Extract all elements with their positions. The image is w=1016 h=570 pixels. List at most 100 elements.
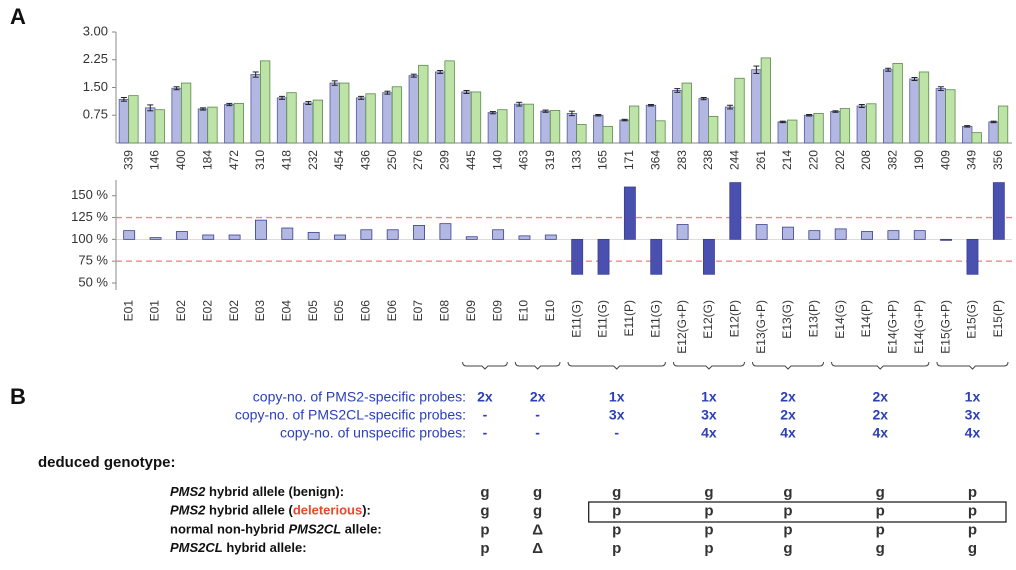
label-part: PMS2CL <box>170 541 223 556</box>
y-tick-label: 3.00 <box>83 23 108 38</box>
bar <box>866 103 877 144</box>
x-tick-label: E14(P) <box>859 300 873 337</box>
error-bar <box>727 104 734 110</box>
x-tick-label: E14(G) <box>833 300 847 339</box>
copy-number: 4x <box>780 425 796 441</box>
y-tick-label: 50 % <box>78 274 108 289</box>
label-part: hybrid allele (benign): <box>205 484 344 499</box>
bar <box>708 115 719 144</box>
error-bar <box>410 73 417 78</box>
error-bar <box>911 77 918 81</box>
y-tick-label: 125 % <box>71 209 108 224</box>
x-tick-label: E09 <box>490 300 504 322</box>
x-tick-label: 299 <box>438 150 452 170</box>
x-tick-label: 445 <box>464 150 478 170</box>
x-tick-label: 220 <box>807 150 821 170</box>
bar <box>861 231 873 240</box>
error-bar <box>806 114 813 117</box>
x-tick-label: 208 <box>859 150 873 170</box>
x-tick-label: E11(G) <box>569 300 583 338</box>
error-bar <box>674 88 681 93</box>
genotype-symbol: p <box>876 503 885 520</box>
label-part: allele: <box>341 522 381 537</box>
genotype-symbol: g <box>480 503 489 520</box>
bar <box>329 82 340 144</box>
copy-number: 4x <box>872 425 888 441</box>
bar <box>224 104 235 144</box>
x-tick-label: E04 <box>279 300 293 322</box>
x-tick-label: 436 <box>359 150 373 170</box>
genotype-label: PMS2 hybrid allele (benign): <box>170 484 344 499</box>
bar <box>777 121 788 144</box>
bar <box>260 60 271 144</box>
bar <box>966 238 979 275</box>
label-part: ): <box>362 503 371 518</box>
x-tick-label: E12(P) <box>727 300 741 337</box>
bar <box>355 97 367 144</box>
genotype-label: PMS2 hybrid allele (deleterious): <box>170 503 371 518</box>
bar <box>808 230 821 240</box>
bar <box>307 231 320 240</box>
copy-number: - <box>535 407 540 423</box>
genotype-symbol: p <box>612 503 621 520</box>
error-bar <box>358 95 365 100</box>
x-tick-label: E13(G+P) <box>754 300 768 354</box>
bar <box>619 119 630 144</box>
x-tick-label: E12(G+P) <box>675 300 689 354</box>
bar <box>281 227 294 240</box>
x-tick-label: E05 <box>332 300 346 322</box>
bar <box>276 97 288 144</box>
bar <box>602 125 613 144</box>
bar <box>514 103 525 144</box>
error-bar <box>489 111 496 115</box>
bar <box>909 78 920 144</box>
x-tick-label: 418 <box>279 150 293 170</box>
bar <box>992 182 1005 240</box>
error-bar <box>120 96 127 102</box>
bar <box>782 226 794 240</box>
label-part: hybrid allele: <box>223 541 307 556</box>
bar <box>918 71 930 144</box>
x-tick-label: E13(G) <box>780 300 794 339</box>
bar <box>461 91 472 144</box>
genotype-symbol: g <box>480 484 489 501</box>
genotype-symbol: Δ <box>532 521 543 538</box>
copy-number: 4x <box>965 425 981 441</box>
x-tick-label: 283 <box>675 150 689 170</box>
bar <box>672 90 683 144</box>
bar <box>830 111 841 144</box>
bar <box>988 121 999 144</box>
y-tick-label: 150 % <box>71 187 108 202</box>
bar <box>593 114 604 144</box>
bar <box>892 63 903 144</box>
genotype-symbol: p <box>968 521 977 538</box>
group-bracket <box>751 361 825 370</box>
bar <box>676 224 689 240</box>
error-bar <box>885 67 892 72</box>
bar <box>882 69 894 144</box>
bar <box>650 238 663 275</box>
bar <box>755 224 768 240</box>
bar <box>787 119 798 144</box>
bar <box>698 98 709 144</box>
x-tick-label: E07 <box>411 300 425 322</box>
label-part: PMS2CL <box>288 522 341 537</box>
y-tick-label: 0.75 <box>83 107 108 122</box>
bar <box>175 231 188 240</box>
bar <box>523 103 534 144</box>
bar <box>492 229 505 240</box>
genotype-symbol: p <box>612 521 621 538</box>
x-tick-label: E14(G+P) <box>912 300 926 354</box>
copy-number: - <box>483 425 488 441</box>
x-tick-label: 146 <box>148 150 162 170</box>
row-label: copy-no. of PMS2CL-specific probes: <box>235 407 466 423</box>
copy-number: 1x <box>609 389 625 405</box>
x-tick-label: 364 <box>648 150 662 170</box>
error-bar <box>832 110 839 113</box>
bar <box>540 110 551 144</box>
bar <box>703 238 715 275</box>
bar <box>729 182 742 240</box>
bar <box>255 219 267 240</box>
copy-number: 3x <box>965 407 981 423</box>
bar <box>751 69 762 144</box>
